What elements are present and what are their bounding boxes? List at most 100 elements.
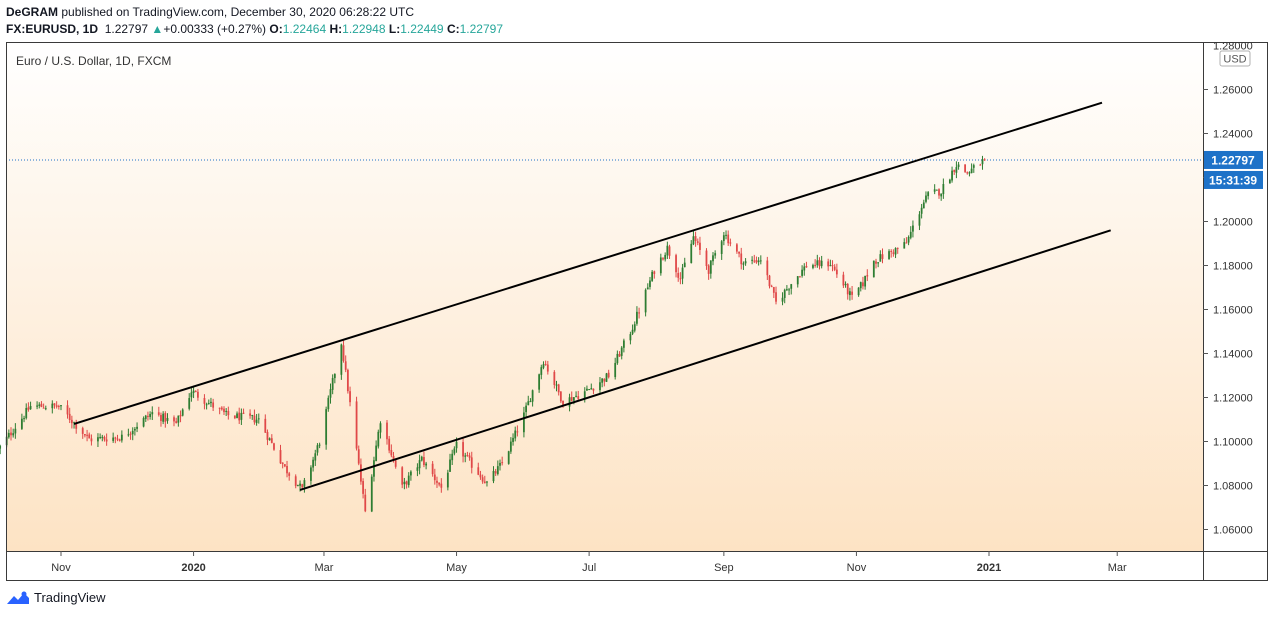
candle-body xyxy=(592,388,595,391)
candle-body xyxy=(820,260,823,267)
x-tick-label: Sep xyxy=(714,562,734,574)
candle-body xyxy=(194,391,197,393)
candle-body xyxy=(303,480,306,487)
candle-body xyxy=(577,396,580,399)
candle-body xyxy=(310,467,312,481)
candle-body xyxy=(790,284,793,289)
candle-body xyxy=(342,345,345,361)
candle-body xyxy=(494,471,497,474)
candle-body xyxy=(516,431,519,433)
candle-body xyxy=(112,437,115,441)
candle-body xyxy=(740,253,743,265)
candle-body xyxy=(451,453,454,461)
candle-body xyxy=(555,384,558,386)
candle-body xyxy=(877,262,880,264)
price-axis[interactable] xyxy=(1203,42,1268,552)
candle-body xyxy=(103,437,106,440)
candle-body xyxy=(423,457,425,465)
candle-body xyxy=(803,266,806,271)
candle-body xyxy=(66,405,69,415)
candle-body xyxy=(983,159,986,161)
candle-body xyxy=(375,445,378,462)
candle-body xyxy=(283,464,286,467)
candle-body xyxy=(357,449,360,464)
candle-body xyxy=(160,415,162,421)
candle-body xyxy=(344,361,347,370)
candle-body xyxy=(486,481,488,483)
candle-body xyxy=(677,272,680,278)
candle-body xyxy=(631,329,634,334)
price-badge-label: 1.22797 xyxy=(1211,153,1255,167)
candle-body xyxy=(507,451,510,464)
candle-body xyxy=(896,247,899,249)
candle-body xyxy=(957,164,960,168)
candle-body xyxy=(705,250,708,266)
candle-body xyxy=(233,415,236,419)
candle-body xyxy=(388,438,391,451)
candle-body xyxy=(599,382,601,391)
candle-body xyxy=(572,397,575,401)
time-axis[interactable] xyxy=(6,551,1204,581)
candle-body xyxy=(162,413,165,422)
candle-body xyxy=(392,455,395,460)
candle-body xyxy=(818,259,821,267)
candle-body xyxy=(349,391,351,403)
candle-body xyxy=(801,269,803,276)
candle-body xyxy=(583,391,586,399)
candle-body xyxy=(86,434,88,436)
candle-body xyxy=(203,397,206,404)
candle-body xyxy=(864,275,867,287)
candle-body xyxy=(753,260,756,262)
candle-body xyxy=(799,276,801,278)
candle-body xyxy=(36,405,38,407)
candle-body xyxy=(236,413,238,419)
price-change: +0.00333 (+0.27%) xyxy=(163,22,267,36)
candle-body xyxy=(470,457,473,468)
candle-body xyxy=(268,438,271,441)
candle-body xyxy=(981,159,984,165)
candle-body xyxy=(157,412,160,415)
candle-body xyxy=(781,297,784,302)
candle-body xyxy=(892,252,895,254)
candle-body xyxy=(738,251,740,254)
candle-body xyxy=(775,292,777,302)
candle-body xyxy=(88,434,91,439)
candle-body xyxy=(935,189,938,191)
candle-body xyxy=(90,438,93,442)
symbol-label: FX:EURUSD, 1D xyxy=(6,22,99,36)
candle-body xyxy=(570,396,573,401)
candle-body xyxy=(314,453,317,461)
candle-body xyxy=(42,407,45,409)
candle-body xyxy=(362,481,364,494)
candle-body xyxy=(499,462,501,466)
candle-body xyxy=(816,260,819,266)
candle-body xyxy=(10,432,12,436)
candle-body xyxy=(99,436,102,438)
candle-body xyxy=(279,450,282,464)
candle-body xyxy=(540,367,543,375)
candle-body xyxy=(622,340,625,348)
candle-body xyxy=(614,362,617,378)
candle-body xyxy=(679,278,682,280)
candle-body xyxy=(709,260,712,274)
candle-body xyxy=(220,407,223,410)
candle-body xyxy=(948,179,951,184)
candle-body xyxy=(812,265,814,268)
candle-body xyxy=(416,467,419,471)
candle-body xyxy=(118,439,121,441)
candle-body xyxy=(333,374,336,379)
ohlc-line: FX:EURUSD, 1D 1.22797 ▲+0.00333 (+0.27%)… xyxy=(6,22,503,36)
candle-body xyxy=(653,271,656,274)
candle-body xyxy=(772,287,775,293)
candle-body xyxy=(938,189,940,196)
candle-body xyxy=(264,418,267,433)
candle-body xyxy=(164,413,167,422)
candle-body xyxy=(512,437,514,442)
candle-body xyxy=(407,475,410,486)
author-name: DeGRAM xyxy=(6,5,59,19)
candle-body xyxy=(881,254,884,259)
candle-body xyxy=(942,184,945,195)
candle-body xyxy=(872,260,875,278)
candle-body xyxy=(23,418,25,420)
